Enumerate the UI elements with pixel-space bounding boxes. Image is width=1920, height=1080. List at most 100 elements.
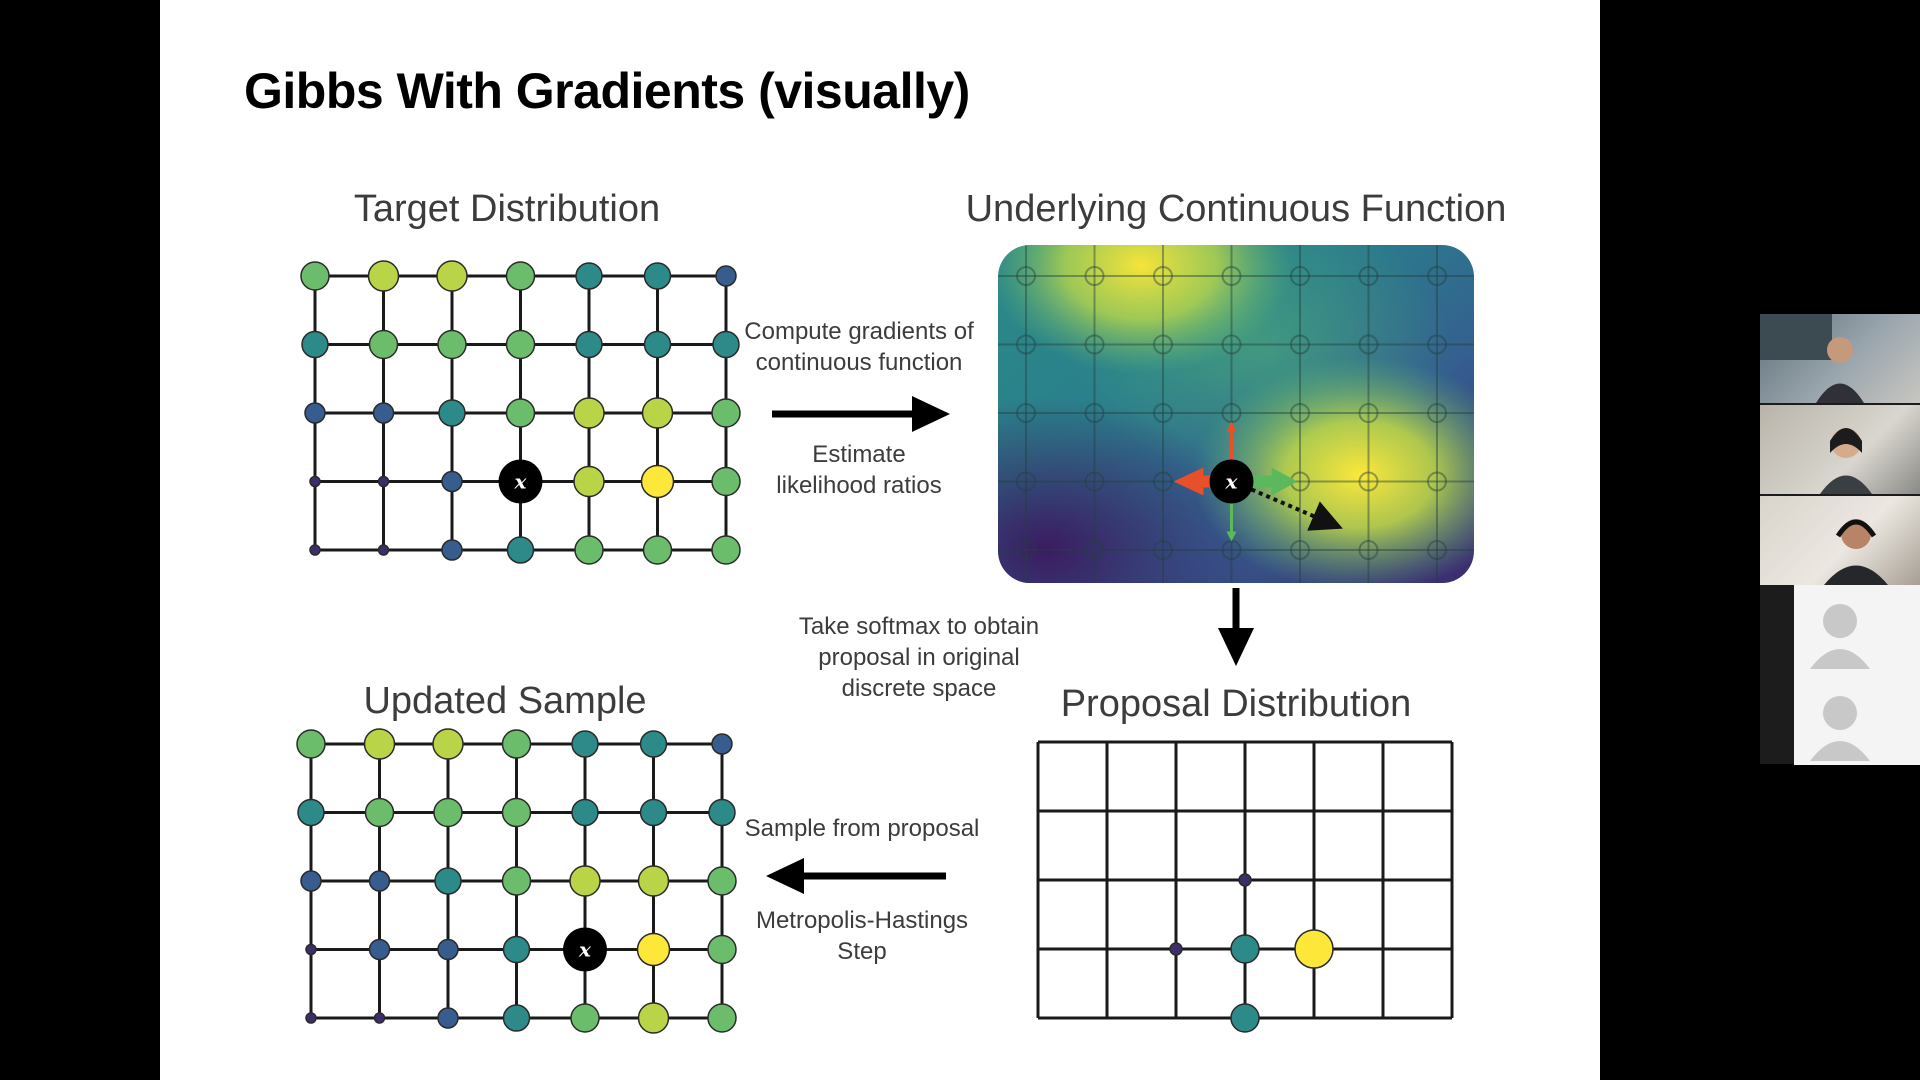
up-gradient-arrowhead [1226, 421, 1237, 432]
participant-video-3[interactable] [1760, 496, 1920, 585]
grid-node [573, 465, 605, 498]
grid-node [707, 1003, 737, 1033]
grid-node [637, 1002, 670, 1034]
current-node [1209, 459, 1254, 504]
presentation-slide: Gibbs With Gradients (visually) Target D… [160, 0, 1600, 1080]
grid-node [643, 262, 672, 290]
heatmap-node-marker [1084, 471, 1105, 492]
current-node [498, 459, 543, 504]
grid-node [305, 943, 317, 956]
softmax-caption: Take softmax to obtain proposal in origi… [799, 611, 1039, 704]
grid-node [505, 261, 536, 291]
node-label: x [1225, 470, 1239, 494]
grid-node [377, 544, 390, 556]
target-distribution-title: Target Distribution [353, 188, 661, 230]
grid-node [441, 470, 463, 493]
heatmap-node-marker [1153, 403, 1173, 423]
grid-node [501, 729, 532, 759]
grid-node [437, 938, 459, 961]
grid-node [433, 797, 463, 828]
grid-node [708, 798, 736, 827]
heatmap-node-marker [1153, 334, 1173, 355]
grid-node [305, 1012, 317, 1024]
caption-line: Take softmax to obtain [798, 613, 1040, 640]
grid-node [304, 402, 326, 424]
grid-node [309, 475, 321, 488]
grid-node [441, 539, 463, 561]
grid-node [570, 1003, 600, 1033]
grid-node [297, 798, 325, 827]
caption-line: Sample from proposal [744, 815, 980, 842]
grid-node [436, 260, 468, 292]
caption-line: continuous function [755, 349, 963, 376]
heatmap-node-marker [1427, 471, 1447, 492]
grid-node [502, 1004, 531, 1032]
participant-1-silhouette [1760, 314, 1864, 403]
grid-node [711, 733, 733, 755]
heatmap-node-marker [1427, 540, 1447, 560]
grid-node [642, 535, 673, 565]
grid-node [639, 798, 668, 827]
updated-sample-title: Updated Sample [363, 680, 647, 722]
grid-node [434, 867, 462, 895]
participant-video-1[interactable] [1760, 314, 1920, 403]
grid-node [368, 870, 391, 892]
heatmap-node-marker [1290, 403, 1310, 423]
heatmap-node-marker [1016, 471, 1036, 492]
heatmap-node-marker [1290, 266, 1310, 286]
grid-node [363, 728, 396, 760]
participant-avatar-4[interactable] [1794, 585, 1920, 675]
heatmap-node-marker [1084, 540, 1105, 560]
grid-node [364, 797, 395, 828]
caption-line: discrete space [841, 675, 997, 702]
participant-3-silhouette [1824, 519, 1888, 585]
heatmap-node-marker [1358, 471, 1379, 492]
proposal-node [1230, 934, 1260, 964]
grid-node [506, 536, 535, 564]
grid-node [636, 932, 671, 967]
grid-node [373, 1012, 386, 1024]
grid-node [643, 330, 672, 359]
grid-node [715, 265, 737, 287]
grid-node [367, 260, 400, 292]
participants-panel [1760, 314, 1920, 765]
grid-node [640, 464, 675, 499]
grid-node [711, 535, 741, 565]
grid-node [571, 730, 599, 758]
participant-video-2[interactable] [1760, 405, 1920, 494]
heatmap-node-marker [1221, 334, 1242, 355]
grid-node [707, 934, 737, 965]
caption-line: Step [837, 938, 887, 965]
heatmap-node-marker [1084, 334, 1105, 355]
grid-node [637, 865, 670, 897]
down-gradient-arrowhead [1226, 531, 1237, 542]
heatmap-node-marker [1358, 334, 1379, 355]
proposal-node [1230, 1003, 1260, 1033]
grid-node [707, 866, 737, 896]
current-node [563, 927, 607, 972]
heatmap-node-marker [1153, 540, 1173, 560]
grid-node [372, 402, 395, 424]
metropolis-hastings-caption: Metropolis-Hastings Step [756, 905, 968, 967]
grid-node [505, 398, 536, 428]
heatmap-node-marker [1358, 403, 1379, 423]
heatmap-node-marker [1427, 334, 1447, 355]
proposal-distribution-grid [1036, 740, 1454, 1033]
caption-line: Metropolis-Hastings [755, 907, 969, 934]
left-gradient-arrow [1173, 467, 1227, 496]
grid-node [711, 398, 741, 428]
heatmap-node-marker [1290, 540, 1310, 560]
proposal-node [1238, 873, 1252, 887]
right-gradient-arrow [1236, 467, 1298, 496]
heatmap-node-marker [1016, 540, 1036, 560]
caption-line: likelihood ratios [776, 472, 942, 499]
participant-avatar-5[interactable] [1794, 675, 1920, 765]
grid-node [575, 330, 603, 359]
grid-node [573, 397, 605, 429]
node-label: x [578, 938, 592, 962]
grid-node [505, 329, 536, 360]
grid-node [501, 866, 532, 896]
left-arrow [766, 858, 946, 894]
grid-node [368, 938, 391, 961]
grid-node [300, 261, 330, 291]
